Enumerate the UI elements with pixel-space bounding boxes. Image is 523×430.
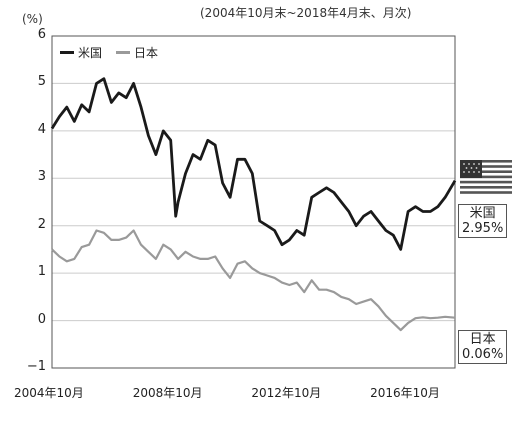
end-label-jp-name: 日本 <box>469 332 496 347</box>
legend-label-us: 米国 <box>78 46 103 60</box>
y-tick-label: 1 <box>37 264 46 280</box>
legend-swatch-jp <box>116 51 131 54</box>
end-label-us-name: 米国 <box>469 206 496 221</box>
series-line-us <box>50 77 457 251</box>
y-tick-label: 5 <box>37 74 46 90</box>
y-tick-label: 2 <box>37 216 46 232</box>
legend-item-jp: 日本 <box>116 44 158 61</box>
y-tick-label: −1 <box>26 359 46 374</box>
grid-lines <box>52 35 455 369</box>
end-label-us: 米国 2.95% <box>458 204 508 238</box>
y-tick-label: 0 <box>37 311 46 327</box>
y-tick-label: 3 <box>37 169 46 185</box>
legend-swatch-us <box>60 51 74 54</box>
chart-subtitle: (2004年10月末~2018年4月末、月次) <box>200 6 412 20</box>
x-tick-label: 2012年10月 <box>251 386 322 400</box>
x-tick-label: 2004年10月 <box>14 386 84 400</box>
y-tick-label: 4 <box>37 121 46 137</box>
us-flag-icon <box>460 160 512 194</box>
end-label-jp: 日本 0.06% <box>458 330 508 364</box>
end-label-us-value: 2.95% <box>462 221 504 236</box>
y-axis-unit: (%) <box>22 12 43 26</box>
series-line-jp <box>51 229 456 332</box>
x-tick-label: 2008年10月 <box>132 386 203 400</box>
x-tick-label: 2016年10月 <box>370 386 440 400</box>
legend: 米国 日本 <box>60 44 168 61</box>
legend-item-us: 米国 <box>60 44 102 61</box>
y-tick-label: 6 <box>37 27 46 42</box>
plot-frame <box>51 35 456 369</box>
legend-label-jp: 日本 <box>134 46 159 60</box>
end-label-jp-value: 0.06% <box>462 347 504 362</box>
